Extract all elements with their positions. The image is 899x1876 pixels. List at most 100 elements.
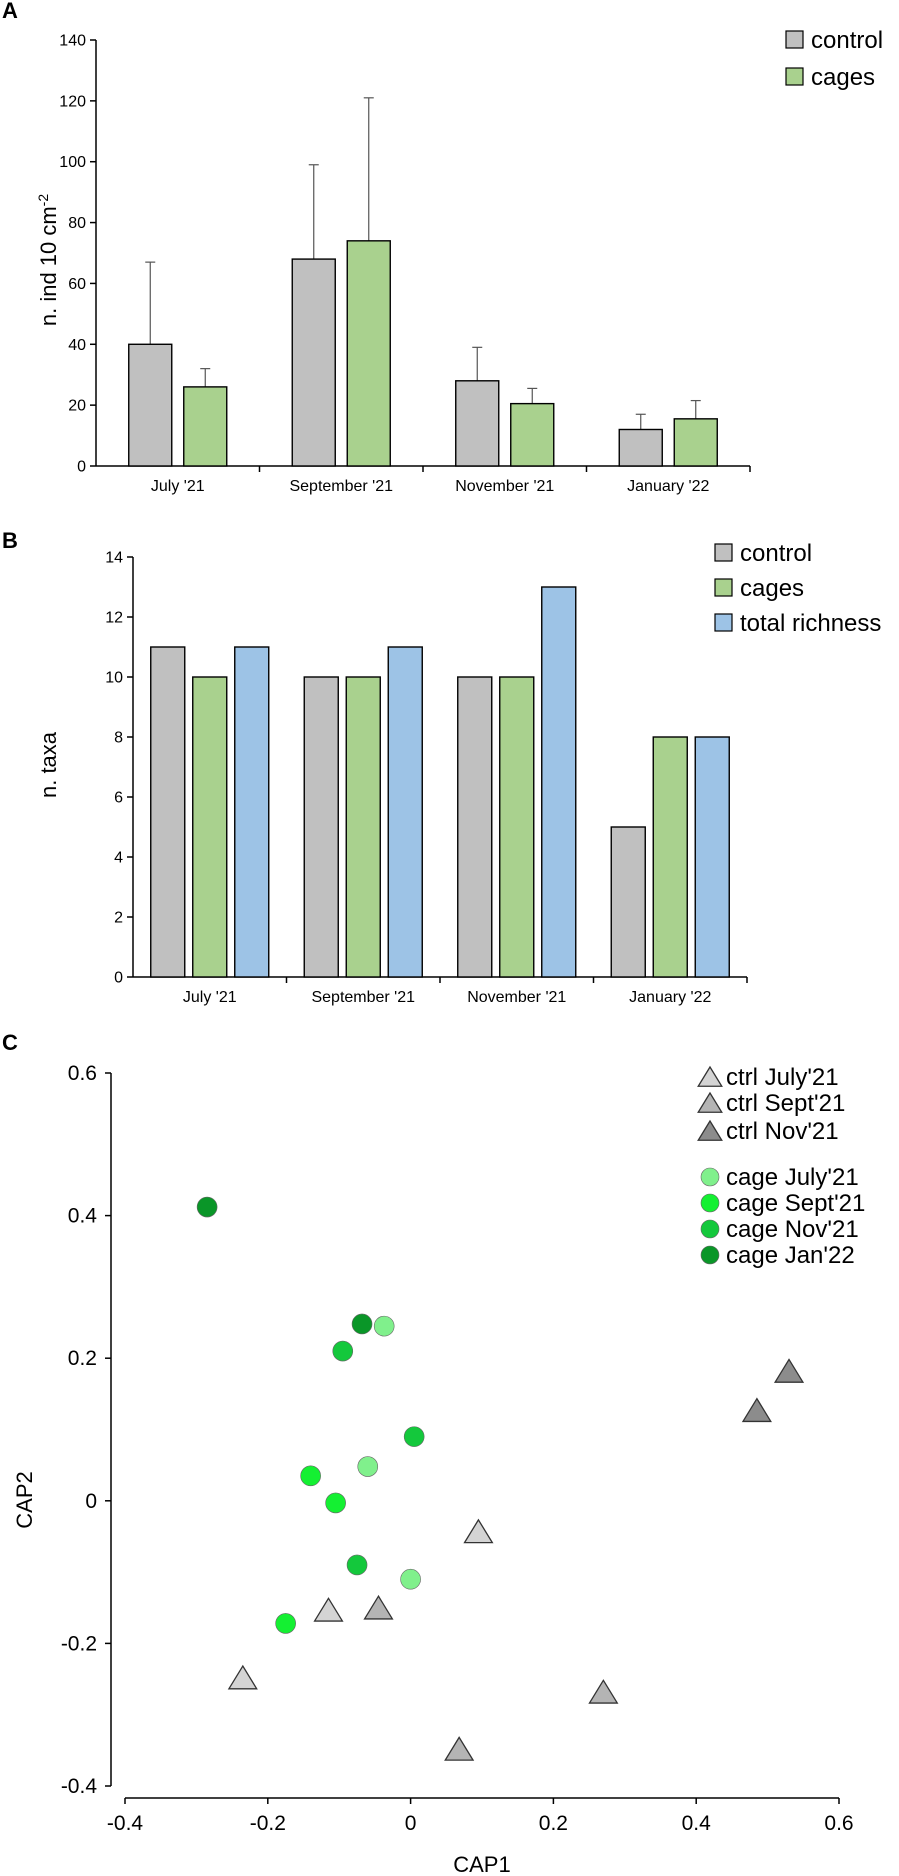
y-tick-label: 60	[68, 276, 86, 293]
x-tick-label: 0.4	[682, 1812, 712, 1835]
legend-label-ctrl-nov-21: ctrl Nov'21	[726, 1118, 839, 1145]
legend-label-ctrl-july-21: ctrl July'21	[726, 1064, 839, 1091]
bar-cages-november-21	[499, 676, 535, 978]
point-cage-nov-21	[332, 1340, 354, 1362]
bar-cages-january-22	[673, 418, 718, 467]
point-ctrl-sept-21	[588, 1679, 619, 1704]
point-ctrl-sept-21	[363, 1594, 394, 1620]
y-tick-label: 0.2	[68, 1347, 97, 1370]
legend-swatch-cages	[714, 578, 733, 597]
x-category-label: July '21	[183, 989, 237, 1006]
x-tick-label: 0.6	[824, 1812, 853, 1835]
point-cage-jan-22	[351, 1313, 373, 1335]
chart-c-ylabel: CAP2	[12, 1471, 37, 1528]
bar-control-january-22	[618, 428, 663, 467]
legend-marker-ctrl-nov-21	[697, 1119, 723, 1141]
legend-swatch-cages	[785, 67, 804, 86]
legend-swatch-control	[785, 30, 804, 49]
y-tick-label: 10	[105, 670, 123, 687]
legend-marker-cage-july-21	[700, 1167, 720, 1187]
bar-control-july-21	[150, 646, 186, 978]
bar-cages-september-21	[346, 240, 391, 467]
x-tick-label: -0.4	[107, 1812, 144, 1835]
legend-marker-ctrl-july-21	[697, 1065, 723, 1087]
y-tick-label: 0	[77, 459, 86, 476]
legend-label-control: control	[811, 27, 883, 54]
chart-c-xlabel: CAP1	[453, 1852, 510, 1876]
legend-label-cage-sept-21: cage Sept'21	[726, 1190, 865, 1217]
y-tick-label: 120	[59, 93, 86, 110]
bar-control-july-21	[128, 343, 173, 467]
point-ctrl-sept-21	[444, 1736, 475, 1761]
y-tick-label: 2	[114, 910, 123, 927]
legend-label-cage-july-21: cage July'21	[726, 1164, 859, 1191]
panel-label-c: C	[2, 1030, 18, 1055]
bar-control-november-21	[455, 380, 500, 467]
point-ctrl-july-21	[463, 1518, 494, 1544]
x-tick-label: 0.2	[539, 1812, 568, 1835]
x-tick-label: -0.2	[250, 1812, 286, 1835]
legend-label-control: control	[740, 540, 812, 567]
panel-label-a: A	[2, 0, 18, 23]
y-tick-label: 4	[114, 850, 123, 867]
bar-cages-january-22	[652, 736, 688, 978]
x-category-label: November '21	[467, 989, 566, 1006]
bar-cages-july-21	[183, 386, 228, 467]
point-cage-jan-22	[196, 1196, 218, 1218]
x-category-label: July '21	[151, 478, 205, 495]
point-cage-nov-21	[346, 1554, 368, 1576]
bar-cages-november-21	[510, 402, 555, 467]
y-tick-label: -0.2	[61, 1632, 97, 1655]
point-cage-july-21	[373, 1315, 395, 1337]
point-cage-sept-21	[275, 1613, 296, 1634]
chart-c-cap-ordination: CAP2 CAP1 -0.4 -0.2 0 0.2 0.4 0.6 -0.4 -0.2 0 0.2…	[12, 1062, 865, 1876]
legend-label-ctrl-sept-21: ctrl Sept'21	[726, 1090, 845, 1117]
point-ctrl-nov-21	[741, 1397, 772, 1423]
point-ctrl-july-21	[227, 1664, 258, 1690]
chart-b-ylabel: n. taxa	[36, 731, 61, 798]
legend-label-cages: cages	[811, 64, 875, 91]
legend-marker-cage-jan-22	[700, 1245, 720, 1265]
bar-total-richness-july-21	[234, 646, 270, 978]
point-cage-july-21	[357, 1456, 379, 1477]
y-tick-label: 0	[114, 970, 123, 987]
legend-label-cage-nov-21: cage Nov'21	[726, 1216, 859, 1243]
bar-control-september-21	[303, 676, 339, 978]
y-tick-label: 8	[114, 730, 123, 747]
chart-a-abundance: n. ind 10 cm-2 0 20 40 60 80 100 120 140 July '2…	[35, 27, 883, 495]
bar-cages-september-21	[345, 676, 381, 978]
point-ctrl-nov-21	[773, 1358, 805, 1383]
y-tick-label: -0.4	[61, 1775, 98, 1798]
x-category-label: November '21	[455, 478, 554, 495]
x-category-label: January '22	[629, 989, 711, 1006]
bar-control-september-21	[291, 258, 336, 467]
y-tick-label: 80	[68, 215, 86, 232]
legend-label-cage-jan-22: cage Jan'22	[726, 1242, 855, 1269]
y-tick-label: 140	[59, 33, 86, 50]
y-tick-label: 20	[68, 398, 86, 415]
legend-marker-cage-sept-21	[700, 1193, 720, 1213]
bar-control-january-22	[610, 826, 646, 978]
legend-swatch-total-richness	[714, 613, 733, 632]
y-tick-label: 0.4	[68, 1205, 98, 1228]
bar-cages-july-21	[192, 676, 228, 978]
chart-b-taxa: n. taxa 0 2 4 6 8 10 12 14 July '21 September '21…	[36, 540, 881, 1006]
y-tick-label: 40	[68, 337, 86, 354]
bar-total-richness-november-21	[541, 586, 577, 978]
bar-control-november-21	[457, 676, 493, 978]
y-tick-label: 6	[114, 790, 123, 807]
legend-label-total-richness: total richness	[740, 610, 881, 637]
y-tick-label: 0	[85, 1490, 97, 1513]
x-tick-label: 0	[405, 1812, 417, 1835]
chart-a-ylabel: n. ind 10 cm-2	[35, 194, 61, 327]
legend-marker-cage-nov-21	[700, 1219, 720, 1239]
legend-label-cages: cages	[740, 575, 804, 602]
panel-label-b: B	[2, 528, 18, 553]
y-tick-label: 14	[105, 550, 123, 567]
legend-marker-ctrl-sept-21	[697, 1091, 723, 1113]
y-tick-label: 12	[105, 610, 123, 627]
point-ctrl-july-21	[313, 1597, 344, 1622]
x-category-label: January '22	[627, 478, 709, 495]
x-category-label: September '21	[289, 478, 393, 495]
